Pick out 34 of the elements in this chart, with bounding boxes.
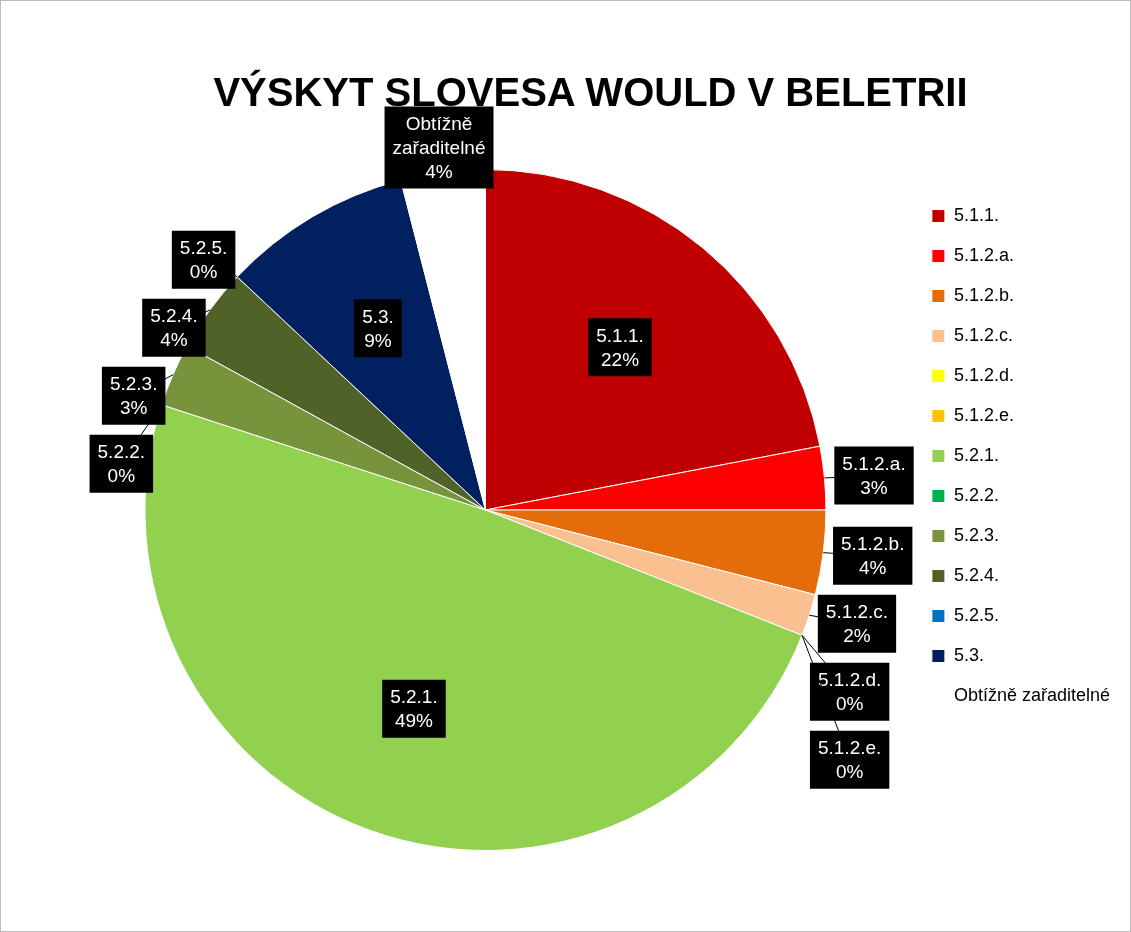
data-label: 49% xyxy=(394,709,434,731)
text: 0% xyxy=(835,693,864,715)
legend-label: 5.2.1. xyxy=(953,444,999,465)
slice-label: 5.1.2.b. xyxy=(841,533,905,555)
text: 0% xyxy=(835,761,864,783)
category-label: Obtížně zařaditelné xyxy=(953,684,1110,705)
data-label: 9% xyxy=(364,329,392,351)
legend-label: 5.2.5. xyxy=(953,604,999,625)
legend-label: 5.2.3. xyxy=(953,524,999,545)
chart-title: VÝSKYT SLOVESA WOULD V BELETRII xyxy=(213,69,968,115)
text: 0% xyxy=(107,465,136,487)
data-label: 4% xyxy=(160,329,188,351)
legend-label: 5.1.2.a. xyxy=(953,244,1014,265)
legend-label: 5.1.2.b. xyxy=(953,284,1014,305)
category-label: 5.2.5. xyxy=(179,237,228,259)
data-label: 3% xyxy=(860,476,888,498)
legend-label: 5.3. xyxy=(953,644,984,665)
legend-label: 5.1.1. xyxy=(953,204,999,225)
data-label: 4% xyxy=(425,160,453,182)
data-label: 4% xyxy=(858,557,887,579)
legend-label: 5.2.2. xyxy=(953,484,999,505)
legend-label: 5.2.4. xyxy=(953,564,999,585)
slice-label: Obtížně zařaditelné xyxy=(392,112,486,158)
legend-label: 5.1.2.e. xyxy=(953,404,1014,425)
slice-label: 5.2.1. xyxy=(390,685,438,707)
category-label: 5.1.2.d. xyxy=(817,669,882,691)
data-label: 2% xyxy=(843,625,871,647)
data-label: 22% xyxy=(601,348,640,370)
slice-label: 5.3. xyxy=(362,305,394,327)
slice-label: 5.1.1. xyxy=(596,324,644,346)
legend-label: 5.1.2.c. xyxy=(953,324,1013,345)
category-label: 5.1.2.e. xyxy=(817,737,882,759)
legend-label: 5.1.2.d. xyxy=(953,364,1014,385)
slice-label: 5.1.2.a. xyxy=(842,452,906,474)
